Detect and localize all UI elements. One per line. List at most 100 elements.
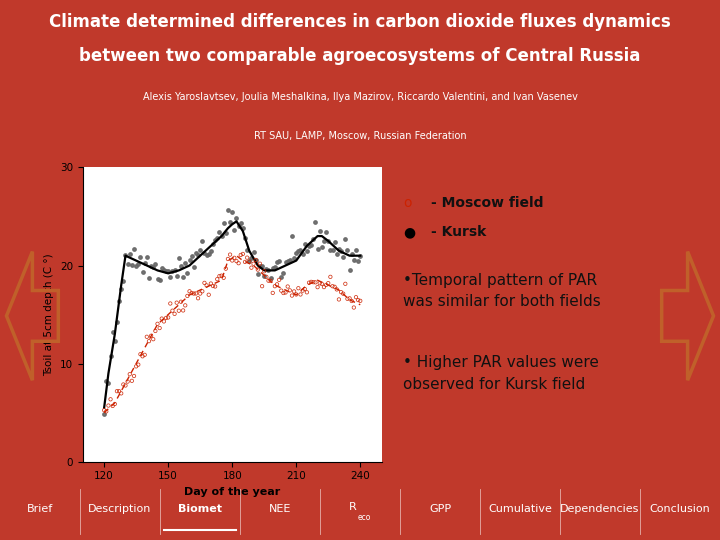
- Text: •Temporal pattern of PAR
was similar for both fields: •Temporal pattern of PAR was similar for…: [403, 273, 601, 309]
- Point: [201, 281, 212, 290]
- Point: [288, 253, 300, 262]
- Point: [280, 288, 292, 297]
- Point: [226, 207, 238, 216]
- Point: [212, 234, 223, 242]
- Point: [218, 273, 230, 282]
- Point: [246, 253, 257, 262]
- Point: [186, 251, 197, 260]
- Point: [248, 248, 259, 256]
- Point: [109, 336, 120, 345]
- Point: [109, 400, 120, 408]
- Point: [113, 387, 125, 395]
- Point: [243, 257, 255, 266]
- Point: [344, 265, 356, 274]
- Point: [199, 249, 210, 258]
- Point: [124, 250, 135, 259]
- Point: [265, 276, 276, 285]
- Point: [220, 265, 232, 273]
- Point: [310, 218, 321, 226]
- Point: [135, 350, 146, 359]
- Point: [99, 406, 110, 415]
- Point: [323, 279, 334, 287]
- Text: between two comparable agroecosystems of Central Russia: between two comparable agroecosystems of…: [79, 47, 641, 65]
- Point: [276, 286, 287, 295]
- Point: [130, 262, 142, 271]
- Point: [122, 260, 133, 268]
- Point: [344, 294, 356, 303]
- Point: [354, 296, 366, 305]
- Point: [199, 279, 210, 287]
- Point: [278, 289, 289, 298]
- Point: [331, 285, 343, 294]
- Point: [333, 245, 345, 254]
- Point: [320, 227, 332, 236]
- Point: [156, 264, 168, 272]
- Point: [252, 265, 264, 274]
- Text: Conclusion: Conclusion: [649, 504, 711, 514]
- Point: [336, 247, 347, 256]
- Point: [299, 239, 310, 248]
- Point: [292, 247, 304, 255]
- Point: [267, 288, 279, 297]
- Point: [190, 289, 202, 298]
- Point: [226, 256, 238, 265]
- Point: [115, 284, 127, 293]
- Point: [126, 376, 138, 385]
- Point: [148, 262, 159, 271]
- Point: [132, 360, 144, 369]
- Point: [203, 291, 215, 299]
- Point: [282, 282, 294, 291]
- Point: [126, 261, 138, 269]
- Text: o: o: [403, 195, 412, 210]
- Point: [248, 259, 259, 268]
- Point: [113, 296, 125, 305]
- Point: [239, 258, 251, 266]
- Point: [318, 237, 330, 245]
- Point: [301, 247, 312, 255]
- Point: [320, 281, 332, 289]
- Point: [137, 352, 148, 361]
- Point: [163, 267, 174, 275]
- Point: [103, 379, 114, 387]
- Point: [261, 265, 272, 274]
- Point: [117, 380, 129, 389]
- Point: [120, 381, 131, 390]
- Text: ●: ●: [403, 225, 415, 239]
- Point: [314, 279, 325, 288]
- Point: [158, 317, 170, 326]
- Point: [243, 258, 255, 266]
- Point: [338, 253, 349, 261]
- Point: [130, 362, 142, 370]
- Point: [154, 276, 166, 285]
- Text: Dependencies: Dependencies: [560, 504, 639, 514]
- Point: [197, 237, 208, 245]
- Point: [303, 241, 315, 250]
- Point: [333, 295, 345, 304]
- Point: [101, 407, 112, 416]
- Point: [241, 253, 253, 262]
- Point: [310, 278, 321, 287]
- Point: [214, 228, 225, 237]
- Point: [161, 267, 172, 275]
- Point: [318, 283, 330, 292]
- Point: [325, 246, 336, 255]
- Point: [254, 259, 266, 268]
- Point: [342, 294, 354, 303]
- Point: [210, 235, 221, 244]
- Text: eco: eco: [358, 513, 372, 522]
- Point: [299, 285, 310, 293]
- Point: [280, 258, 292, 266]
- Point: [325, 273, 336, 281]
- Point: [237, 224, 248, 232]
- Text: Climate determined differences in carbon dioxide fluxes dynamics: Climate determined differences in carbon…: [49, 14, 671, 31]
- Point: [165, 273, 176, 282]
- Point: [235, 219, 246, 227]
- Point: [143, 337, 155, 346]
- Text: • Higher PAR values were
observed for Kursk field: • Higher PAR values were observed for Ku…: [403, 355, 599, 391]
- Point: [175, 298, 186, 306]
- Point: [148, 335, 159, 343]
- Text: Description: Description: [89, 504, 152, 514]
- Point: [177, 306, 189, 315]
- Text: Biomet: Biomet: [178, 504, 222, 514]
- Point: [233, 259, 244, 267]
